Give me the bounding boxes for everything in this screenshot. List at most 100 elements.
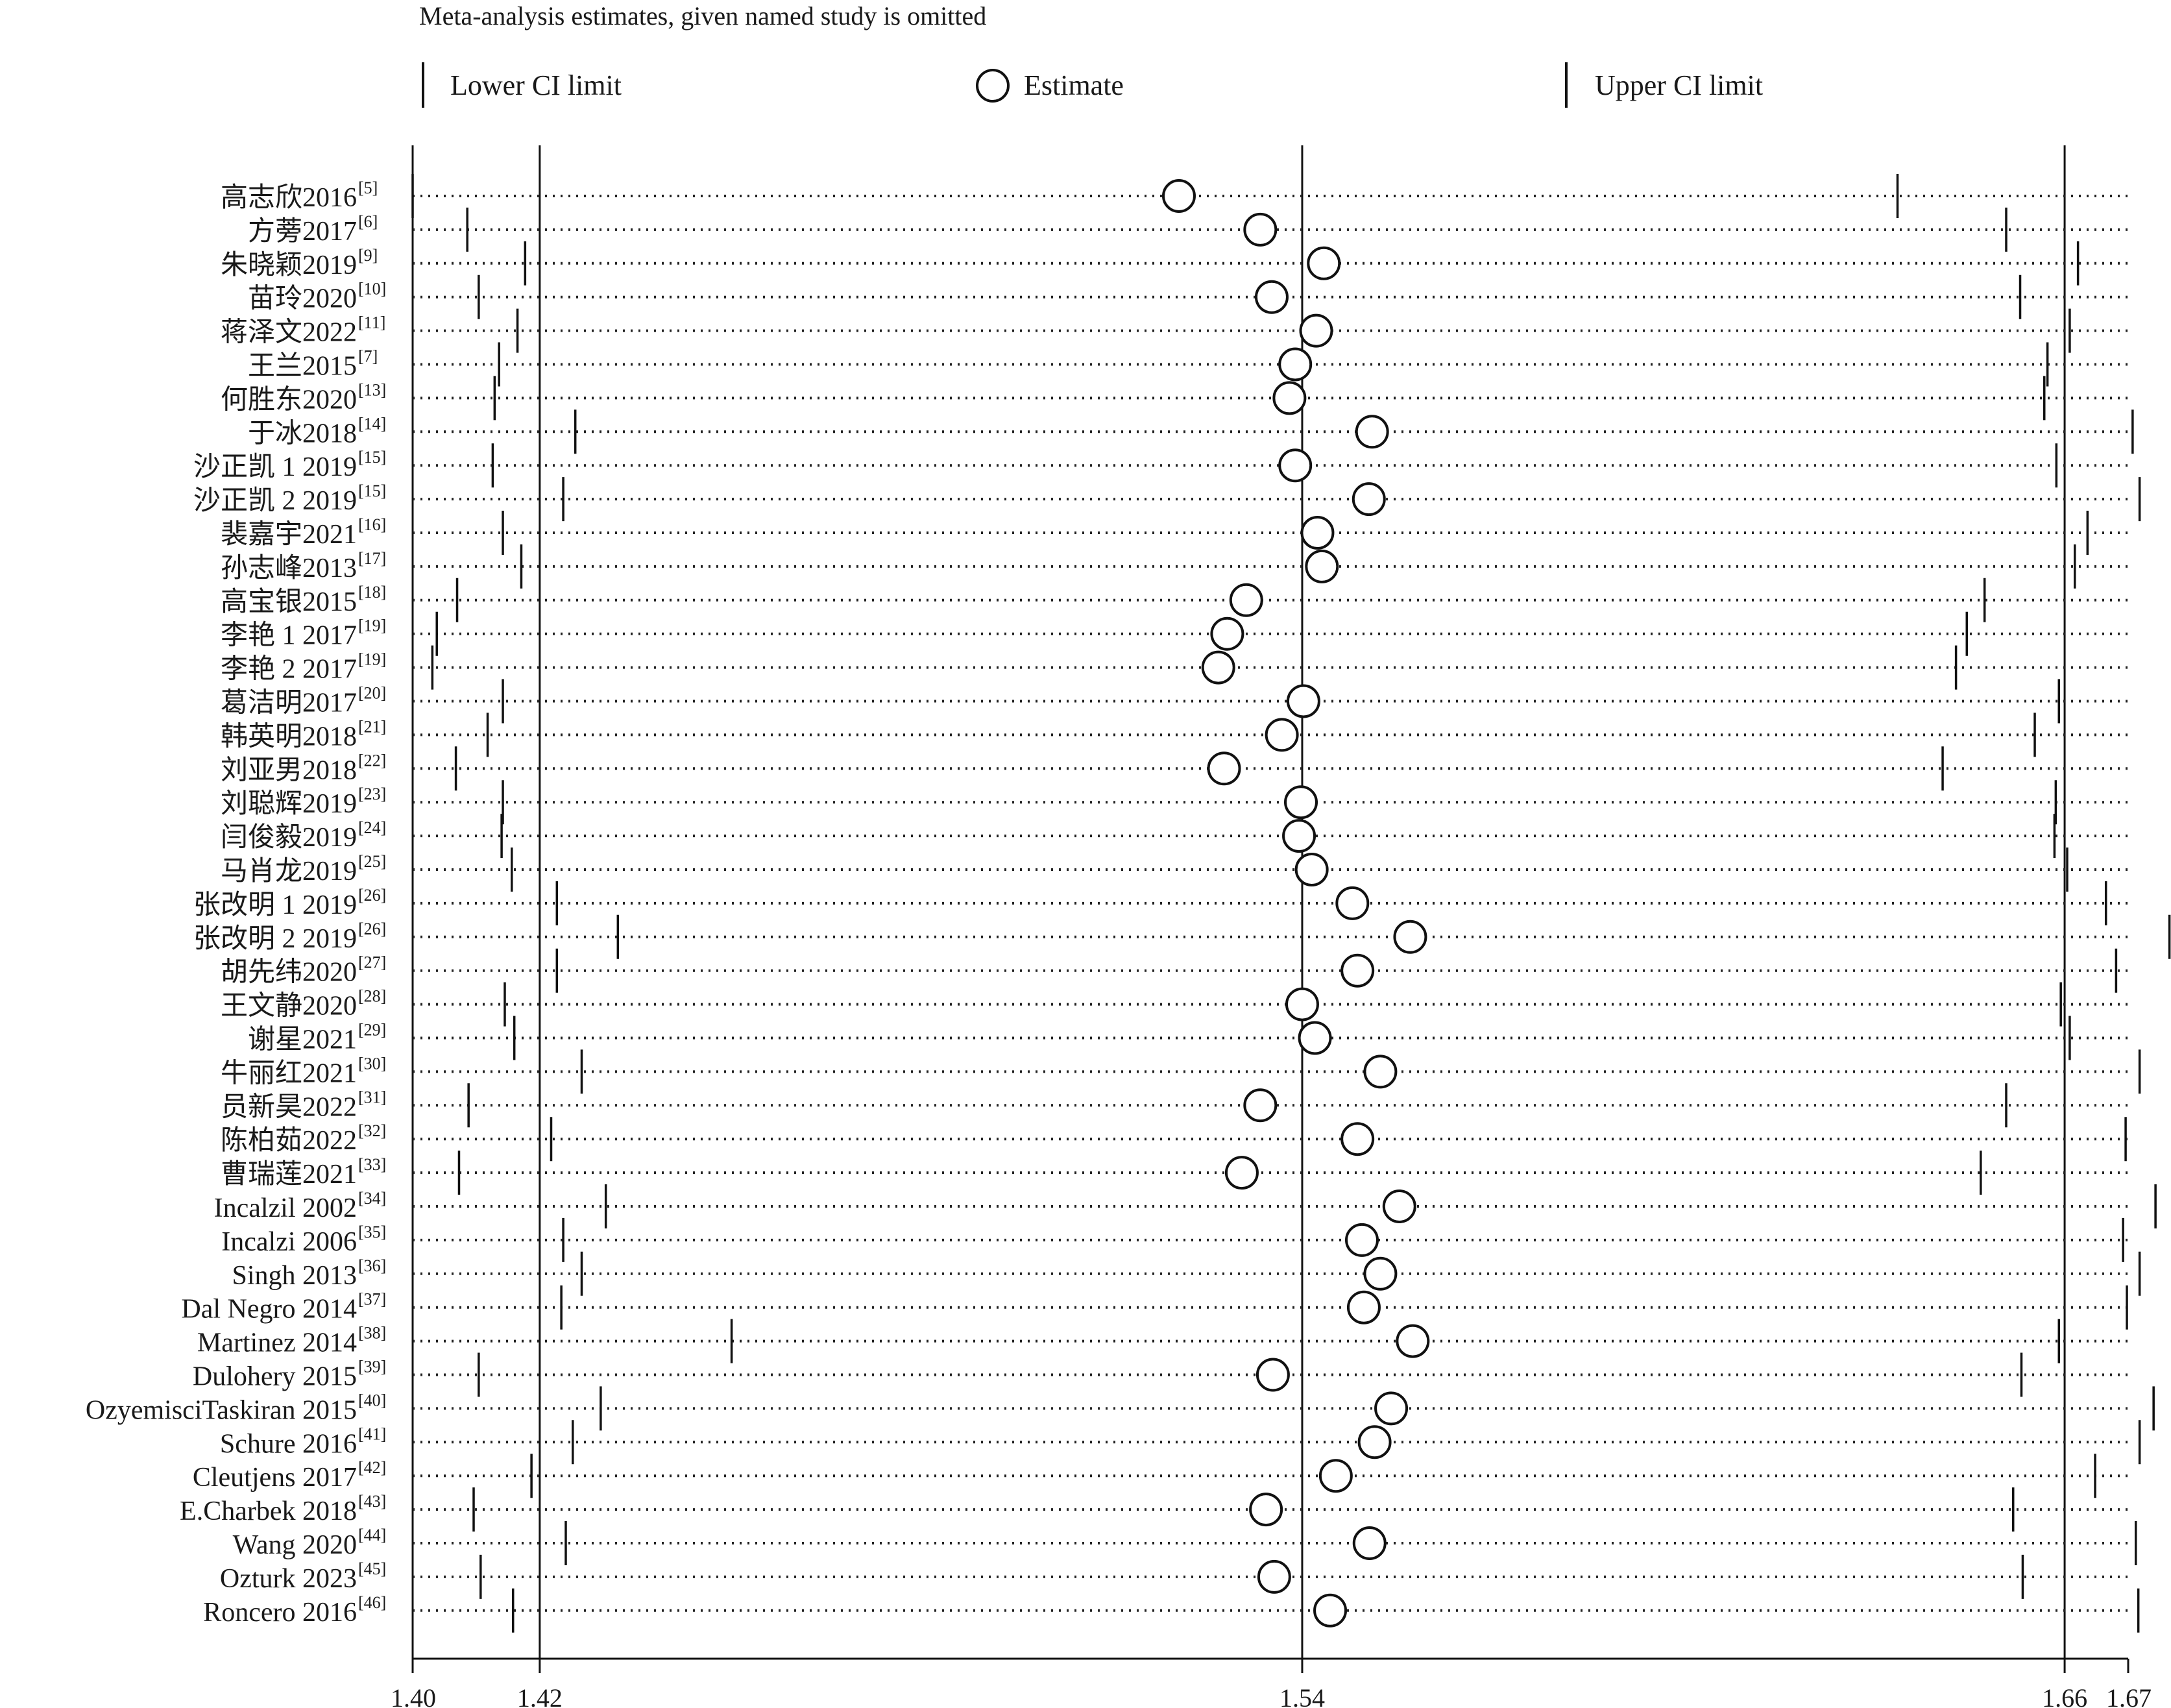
study-ref: [20] [358,684,386,703]
estimate-marker [1254,280,1289,314]
study-row: 曹瑞莲2021 [33] [221,1151,2128,1195]
legend: Lower CI limit Estimate Upper CI limit [422,62,1763,108]
estimate-marker [1363,1055,1398,1089]
estimate-marker [1307,246,1341,280]
study-label: 马肖龙2019 [221,857,357,886]
study-label: 沙正凯 2 2019 [193,486,357,516]
study-label: 何胜东2020 [221,384,357,415]
study-ref: [25] [358,852,386,871]
chart-title: Meta-analysis estimates, given named stu… [419,1,986,30]
study-label: 王兰2015 [248,352,357,382]
estimate-marker [1346,1290,1381,1324]
study-rows: 高志欣2016 [5]方蒡2017 [6]朱晓颖2019 [9]苗玲2020 [10]蒋… [86,174,2171,1633]
study-ref: [41] [358,1424,386,1443]
study-ref: [38] [358,1324,386,1343]
legend-estimate-marker [976,69,1010,103]
estimate-marker [1340,953,1375,988]
study-ref: [43] [358,1492,386,1511]
study-row: 张改明 1 2019 [26] [193,881,2128,925]
study-ref: [15] [358,482,386,500]
estimate-marker [1382,1190,1416,1223]
study-row: 高宝银2015 [18] [221,578,2128,622]
study-row: 闫俊毅2019 [24] [221,814,2128,859]
study-ref: [19] [358,650,386,669]
study-label: Singh 2013 [232,1261,357,1291]
study-ref: [27] [358,953,386,972]
study-label: Incalzi 2006 [221,1227,357,1257]
estimate-marker [1278,347,1313,382]
study-row: 李艳 1 2017 [19] [221,611,2128,656]
study-label: Dulohery 2015 [193,1362,357,1392]
study-ref: [22] [358,751,386,770]
study-label: 员新昊2022 [221,1092,357,1122]
study-label: 裴嘉宇2021 [221,520,357,550]
study-ref: [36] [358,1256,386,1275]
study-ref: [29] [358,1021,386,1040]
study-row: 葛洁明2017 [20] [221,679,2128,724]
study-label: 谢星2021 [248,1025,357,1055]
study-row: 蒋泽文2022 [11] [221,308,2128,353]
estimate-marker [1352,482,1386,517]
study-ref: [13] [358,380,386,399]
study-row: 王兰2015 [7] [248,342,2128,387]
estimate-marker [1257,1559,1291,1594]
study-ref: [23] [358,785,386,803]
estimate-marker [1393,920,1427,954]
study-ref: [37] [358,1290,386,1309]
x-tick-label: 1.67 [2106,1683,2152,1708]
study-label: 于冰2018 [248,419,357,448]
study-label: Schure 2016 [220,1429,357,1459]
study-label: Martinez 2014 [197,1328,357,1358]
study-row: Dulohery 2015 [39] [193,1352,2128,1397]
estimate-marker [1355,415,1389,449]
study-label: 苗玲2020 [248,284,357,314]
study-row: Incalzil 2002 [34] [214,1184,2157,1228]
estimate-marker [1255,1358,1290,1392]
study-label: Wang 2020 [233,1530,357,1560]
study-ref: [16] [358,515,386,534]
study-label: OzyemisciTaskiran 2015 [86,1395,357,1425]
study-label: 张改明 2 2019 [193,924,357,954]
study-ref: [46] [358,1593,386,1612]
x-tick-label: 1.66 [2042,1683,2087,1708]
study-label: 李艳 2 2017 [221,654,357,685]
study-ref: [26] [358,920,386,938]
study-label: 蒋泽文2022 [221,317,357,348]
study-row: 陈柏茹2022 [32] [221,1117,2128,1162]
study-row: Ozturk 2023 [45] [220,1554,2128,1599]
study-label: 葛洁明2017 [221,689,357,718]
estimate-marker [1285,987,1319,1021]
study-row: 谢星2021 [29] [248,1016,2128,1060]
study-label: 胡先纬2020 [221,958,357,988]
estimate-marker [1352,1526,1387,1560]
estimate-marker [1305,549,1339,583]
study-row: E.Charbek 2018 [43] [180,1487,2128,1532]
study-row: Schure 2016 [41] [220,1420,2141,1465]
study-label: 闫俊毅2019 [221,822,357,853]
study-ref: [14] [358,414,386,433]
study-label: 方蒡2017 [248,217,357,247]
study-ref: [34] [358,1189,386,1208]
study-label: 韩英明2018 [221,722,357,751]
estimate-marker [1313,1593,1348,1628]
estimate-marker [1249,1493,1283,1527]
legend-upper-label: Upper CI limit [1595,69,1763,101]
study-row: 方蒡2017 [6] [248,207,2128,252]
legend-lower-label: Lower CI limit [450,69,622,101]
study-row: 于冰2018 [14] [248,409,2134,454]
study-row: 沙正凯 1 2019 [15] [193,443,2128,488]
estimate-marker [1207,751,1241,786]
study-row: 裴嘉宇2021 [16] [221,511,2128,555]
study-row: Roncero 2016 [46] [203,1588,2140,1633]
estimate-marker [1340,1122,1375,1156]
study-ref: [40] [358,1391,386,1409]
estimate-marker [1282,819,1316,853]
study-ref: [17] [358,549,386,568]
study-ref: [35] [358,1223,386,1241]
study-row: 刘聪辉2019 [23] [221,780,2128,825]
study-ref: [42] [358,1458,386,1477]
study-row: OzyemisciTaskiran 2015 [40] [86,1386,2155,1431]
study-row: 王文静2020 [28] [221,982,2128,1027]
estimate-marker [1396,1324,1430,1358]
